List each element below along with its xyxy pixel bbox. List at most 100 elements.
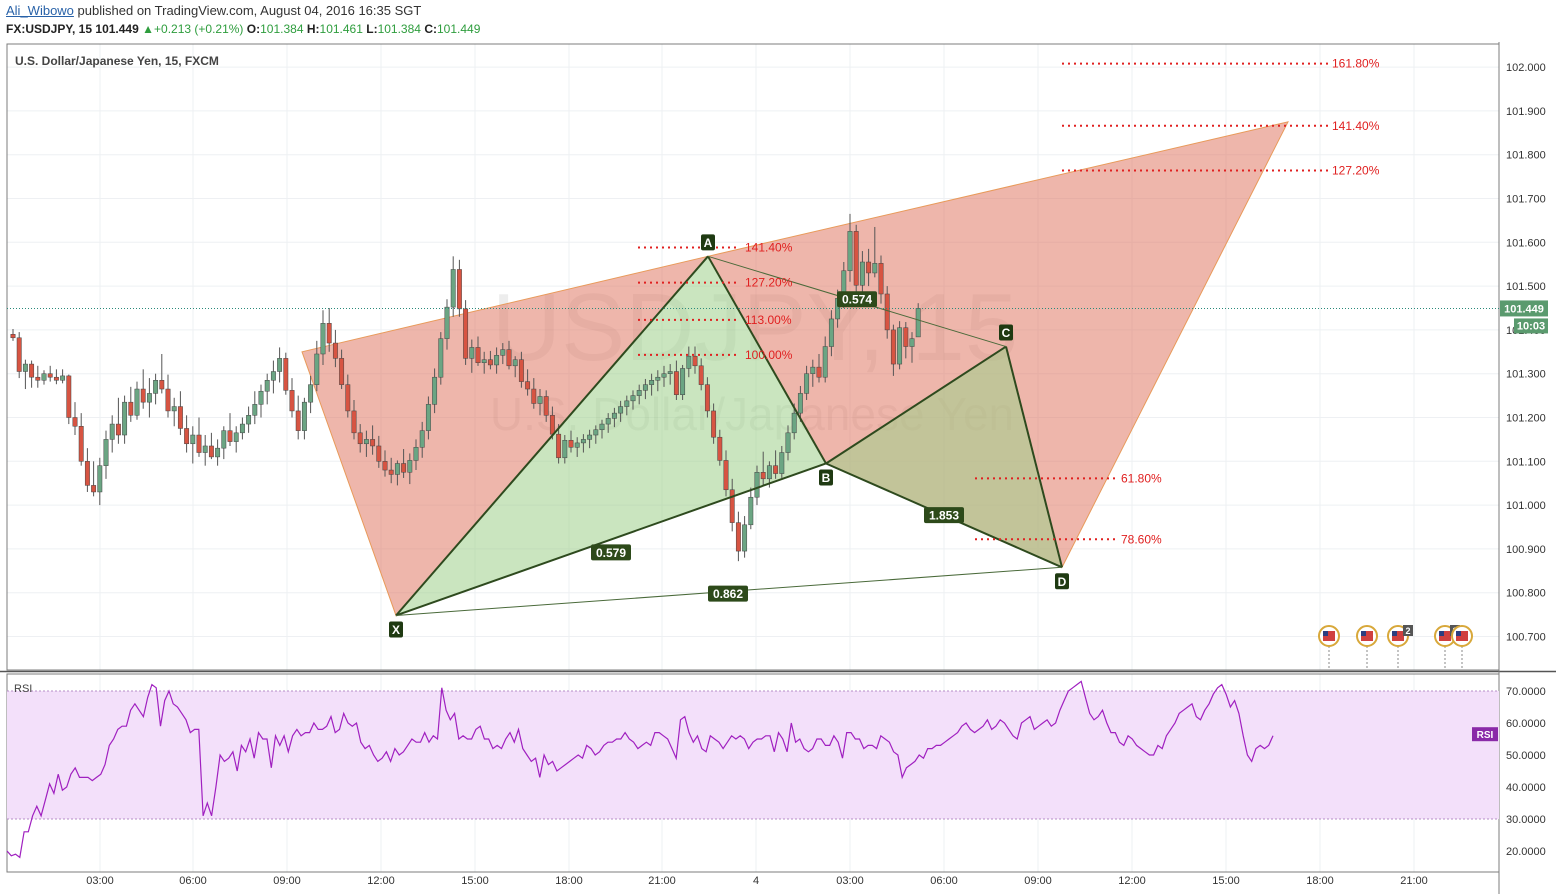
candle-body <box>525 381 531 390</box>
price-tick-label: 101.300 <box>1506 369 1546 381</box>
us-flag-canton-icon <box>1323 631 1328 636</box>
candle-body <box>580 439 586 444</box>
candle-body <box>531 388 537 404</box>
last-price-tag <box>1500 300 1548 317</box>
time-tick-label: 18:00 <box>1306 875 1334 887</box>
ratio-badge-text: 1.853 <box>929 509 959 523</box>
candle-body <box>791 412 797 434</box>
ratio-badge-text: 0.574 <box>842 293 872 307</box>
chart-canvas[interactable]: USDJPY, 15U.S. Dollar/Japanese YenU.S. D… <box>0 42 1556 894</box>
candle-body <box>84 461 90 486</box>
pattern-leg-bc <box>825 345 1007 465</box>
price-tick-label: 101.700 <box>1506 194 1546 206</box>
pattern-legs <box>395 255 1063 617</box>
us-flag-stripes-icon <box>1456 631 1468 641</box>
time-axis: 03:00 06:00 09:00 12:00 15:00 18:00 21:00 4 03:0… <box>86 875 1428 887</box>
candle-body <box>779 452 785 474</box>
point-badge-x <box>389 621 403 638</box>
candle-body <box>450 269 456 308</box>
candle-body <box>872 263 878 274</box>
author-link[interactable]: Ali_Wibowo <box>6 3 74 18</box>
candle-body <box>320 323 326 355</box>
candle-body <box>748 496 754 526</box>
publish-line: Ali_Wibowo published on TradingView.com,… <box>6 3 421 18</box>
candle-body <box>866 261 872 274</box>
candle-body <box>698 365 704 385</box>
candle-body <box>270 371 276 381</box>
candle-body <box>661 373 667 378</box>
candle-body <box>165 388 171 412</box>
us-flag-stripes-icon <box>1439 631 1451 641</box>
fib-a-label: 100.00% <box>745 348 793 362</box>
point-badge-text: B <box>822 471 831 485</box>
point-badge-text: C <box>1002 326 1011 340</box>
event-markers[interactable]: 22 <box>1318 625 1473 670</box>
candle-body <box>766 465 772 480</box>
candle-body <box>97 465 103 493</box>
candle-body <box>512 359 518 367</box>
fib-levels: 141.40% 127.20% 113.00% 100.00% 61.80% 78.60%… <box>638 57 1380 546</box>
point-badge-b <box>819 469 833 486</box>
candle-body <box>314 353 320 385</box>
candle-body <box>196 434 202 453</box>
up-arrow-icon: ▲ <box>142 22 155 36</box>
candle-body <box>10 334 16 339</box>
high-label: H: <box>306 22 320 36</box>
ratio-badge-text: 0.579 <box>596 546 626 560</box>
candle-body <box>407 460 413 473</box>
candle-body <box>190 434 196 445</box>
candle-body <box>301 401 307 431</box>
candle-body <box>29 363 35 378</box>
high-value: 101.461 <box>319 22 363 36</box>
event-count-badge <box>1403 625 1413 636</box>
candle-body <box>742 524 748 552</box>
chart-header: Ali_Wibowo published on TradingView.com,… <box>0 0 1556 42</box>
ratio-badge <box>837 291 877 308</box>
candle-body <box>618 406 624 414</box>
candle-body <box>419 430 425 448</box>
candle-body <box>308 384 314 403</box>
time-tick-label: 03:00 <box>836 875 864 887</box>
time-tick-label: 15:00 <box>1212 875 1240 887</box>
candle-body <box>711 410 717 438</box>
time-tick-label: 18:00 <box>555 875 583 887</box>
candle-body <box>221 430 227 449</box>
ratio-labels: 0.579 0.574 1.853 0.862 <box>591 291 964 602</box>
candle-body <box>903 327 909 347</box>
chart-title: U.S. Dollar/Japanese Yen, 15, FXCM <box>15 54 219 68</box>
candle-body <box>667 371 673 374</box>
candle-body <box>53 376 59 381</box>
candle-body <box>810 366 816 374</box>
candle-body <box>326 323 332 344</box>
pattern-triangle-bcd <box>826 346 1062 568</box>
candle-body <box>543 396 549 416</box>
candle-body <box>115 423 121 436</box>
candle-body <box>723 460 729 491</box>
candle-body <box>568 440 574 448</box>
fib-ext-label: 127.20% <box>1332 163 1380 177</box>
candle-body <box>22 363 28 372</box>
countdown-tag <box>1514 318 1548 334</box>
candle-body <box>847 231 853 272</box>
last-price-tag-text: 101.449 <box>1504 303 1544 315</box>
candle-body <box>611 412 617 419</box>
candle-body <box>140 388 146 403</box>
candle-body <box>184 428 190 445</box>
fib-a-label: 141.40% <box>745 241 793 255</box>
candle-body <box>72 417 78 427</box>
price-tick-label: 101.000 <box>1506 500 1546 512</box>
time-tick-label: 4 <box>753 875 759 887</box>
candle-body <box>153 380 159 394</box>
candle-body <box>239 423 245 434</box>
pattern-leg-xa <box>395 255 709 617</box>
candle-body <box>438 338 444 378</box>
low-value: 101.384 <box>377 22 421 36</box>
candle-body <box>456 269 462 310</box>
us-flag-stripes-icon <box>1361 631 1373 641</box>
candle-body <box>822 346 828 378</box>
point-badge-text: D <box>1058 575 1067 589</box>
fib-ext-label: 141.40% <box>1332 119 1380 133</box>
candle-body <box>103 439 109 466</box>
candle-body <box>500 349 506 356</box>
candle-body <box>351 410 357 434</box>
